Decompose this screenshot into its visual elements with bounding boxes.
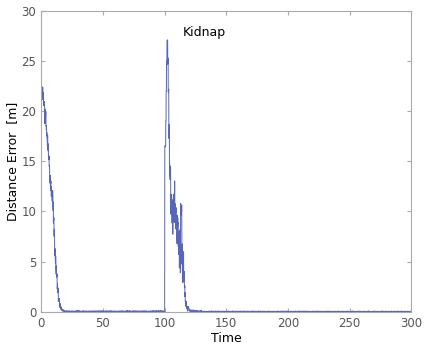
X-axis label: Time: Time: [211, 332, 241, 345]
Text: Kidnap: Kidnap: [183, 26, 226, 39]
Y-axis label: Distance Error  [m]: Distance Error [m]: [6, 101, 18, 221]
